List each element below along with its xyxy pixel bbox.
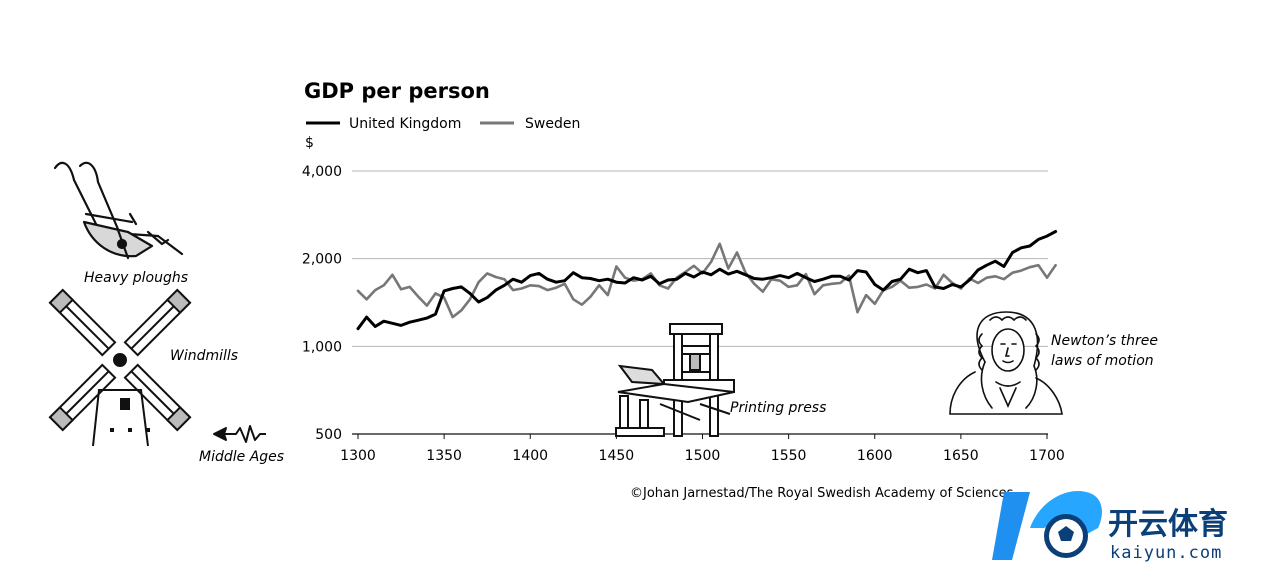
newton-portrait-illustration [949, 311, 1063, 415]
windmill-illustration [48, 288, 192, 447]
annotation-heavy-ploughs: Heavy ploughs [84, 270, 188, 286]
kaiyun-logo [992, 491, 1102, 560]
y-axis-label: $ [305, 135, 314, 151]
plough-illustration [53, 161, 184, 260]
x-tick-label-1500: 1500 [685, 448, 721, 464]
watermark-domain: kaiyun.com [1110, 543, 1222, 563]
legend-label-sweden: Sweden [525, 116, 580, 132]
series-lines [356, 230, 1058, 331]
series-line-united-kingdom [356, 230, 1058, 331]
x-tick-label-1700: 1700 [1029, 448, 1065, 464]
x-tick-label-1300: 1300 [340, 448, 376, 464]
y-tick-label-500: 500 [315, 427, 342, 443]
chart-title: GDP per person [304, 79, 490, 103]
logo-k-stem [992, 492, 1030, 560]
watermark-chinese: 开云体育 [1108, 507, 1228, 542]
arrow-left-icon [213, 425, 266, 443]
x-tick-label-1450: 1450 [599, 448, 635, 464]
annotation-newton-line-2: laws of motion [1051, 353, 1154, 369]
series-line-sweden [356, 242, 1057, 319]
x-tick-label-1550: 1550 [771, 448, 807, 464]
x-tick-label-1350: 1350 [426, 448, 462, 464]
printing-press-illustration [615, 323, 735, 437]
y-tick-label-2000: 2,000 [302, 252, 342, 268]
y-tick-label-4000: 4,000 [302, 164, 342, 180]
legend: United Kingdom Sweden [306, 116, 580, 132]
x-axis-ticks: 1300 1350 1400 1450 1500 1550 1600 1650 1700 [340, 434, 1065, 464]
image-credit: ©Johan Jarnestad/The Royal Swedish Acade… [630, 486, 1014, 501]
x-tick-label-1600: 1600 [857, 448, 893, 464]
legend-label-united-kingdom: United Kingdom [349, 116, 461, 132]
annotation-printing-press: Printing press [730, 400, 826, 416]
y-axis-ticks: 500 1,000 2,000 4,000 [302, 164, 342, 443]
x-tick-label-1400: 1400 [512, 448, 548, 464]
y-tick-label-1000: 1,000 [302, 339, 342, 355]
x-tick-label-1650: 1650 [943, 448, 979, 464]
annotation-middle-ages: Middle Ages [199, 449, 284, 465]
annotation-newton-line-1: Newton’s three [1051, 333, 1158, 349]
gridlines [352, 170, 1048, 347]
annotation-windmills: Windmills [170, 348, 238, 364]
